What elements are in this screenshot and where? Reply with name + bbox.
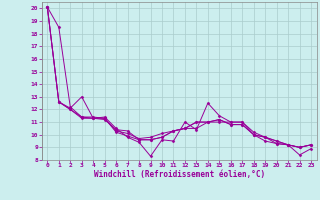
X-axis label: Windchill (Refroidissement éolien,°C): Windchill (Refroidissement éolien,°C) (94, 170, 265, 179)
